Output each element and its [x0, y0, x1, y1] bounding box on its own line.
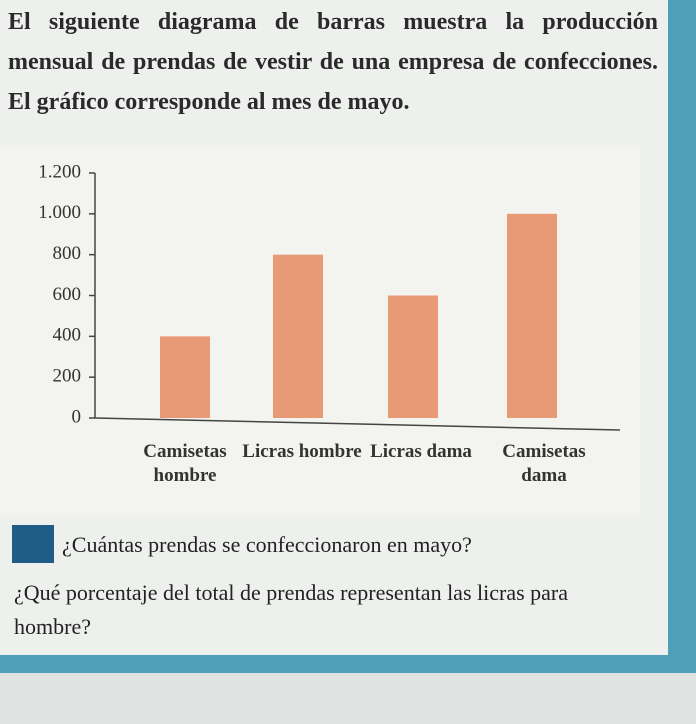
- border: [668, 0, 696, 673]
- chart: 0 200 400 600 800 1.000 1.200: [38, 161, 621, 431]
- y-tick-label: 0: [72, 406, 82, 427]
- bar: [160, 336, 210, 418]
- intro-text: El siguiente diagrama de barras muestra …: [8, 9, 658, 115]
- y-tick-label: 1.000: [38, 202, 81, 223]
- question: ¿Qué porcentaje del total de prendas rep…: [14, 580, 569, 639]
- bar: [273, 254, 323, 418]
- bar: [388, 295, 438, 418]
- x-tick-label: Licras dama: [370, 441, 472, 462]
- x-tick-label: Camisetas hombre: [143, 441, 227, 486]
- question-marker: [12, 525, 54, 563]
- y-tick-label: 600: [53, 284, 82, 305]
- x-tick-label: Licras hombre: [242, 441, 362, 462]
- border: [0, 655, 696, 673]
- y-tick-label: 800: [53, 243, 82, 264]
- x-tick-label: Camisetas dama: [502, 441, 586, 486]
- y-tick-label: 1.200: [38, 161, 81, 182]
- bar: [507, 213, 557, 418]
- y-tick-label: 400: [53, 325, 82, 346]
- y-tick-label: 200: [53, 366, 82, 387]
- x-axis: [94, 417, 621, 431]
- question: ¿Cuántas prendas se confeccionaron en ma…: [62, 532, 472, 557]
